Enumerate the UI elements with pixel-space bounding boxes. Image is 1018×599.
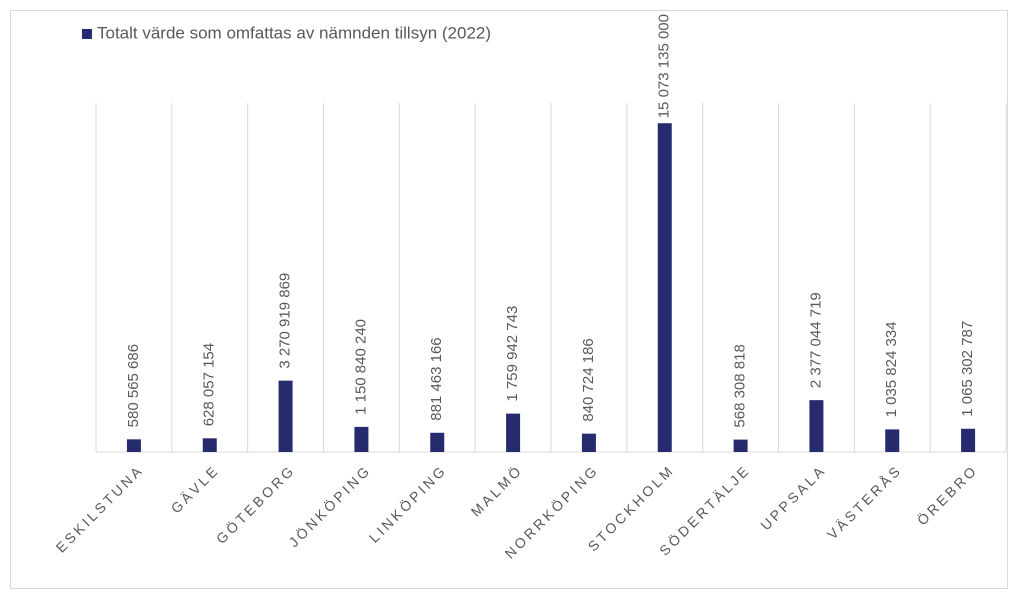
bar bbox=[961, 428, 976, 452]
bar bbox=[202, 438, 217, 452]
bar bbox=[885, 429, 900, 452]
bar bbox=[506, 413, 521, 452]
value-label: 3 270 919 869 bbox=[277, 273, 294, 369]
legend-swatch bbox=[82, 29, 92, 39]
value-label: 1 150 840 240 bbox=[352, 319, 369, 415]
value-label: 15 073 135 000 bbox=[656, 14, 673, 118]
value-label: 2 377 044 719 bbox=[807, 292, 824, 388]
value-label: 881 463 166 bbox=[428, 337, 445, 420]
bar bbox=[430, 432, 445, 452]
bar bbox=[657, 123, 672, 453]
bar bbox=[354, 426, 369, 452]
bar bbox=[581, 433, 596, 452]
value-label: 1 065 302 787 bbox=[959, 321, 976, 417]
chart-frame bbox=[10, 10, 1008, 589]
value-label: 628 057 154 bbox=[201, 343, 218, 426]
bar bbox=[126, 439, 141, 452]
value-label: 1 035 824 334 bbox=[883, 321, 900, 417]
legend-label: Totalt värde som omfattas av nämnden til… bbox=[97, 23, 491, 42]
bar bbox=[809, 400, 824, 452]
value-label: 580 565 686 bbox=[125, 344, 142, 427]
value-label: 840 724 186 bbox=[580, 338, 597, 421]
value-label: 568 308 818 bbox=[732, 344, 749, 427]
value-label: 1 759 942 743 bbox=[504, 306, 521, 402]
bar bbox=[733, 439, 748, 452]
bar bbox=[278, 380, 293, 452]
